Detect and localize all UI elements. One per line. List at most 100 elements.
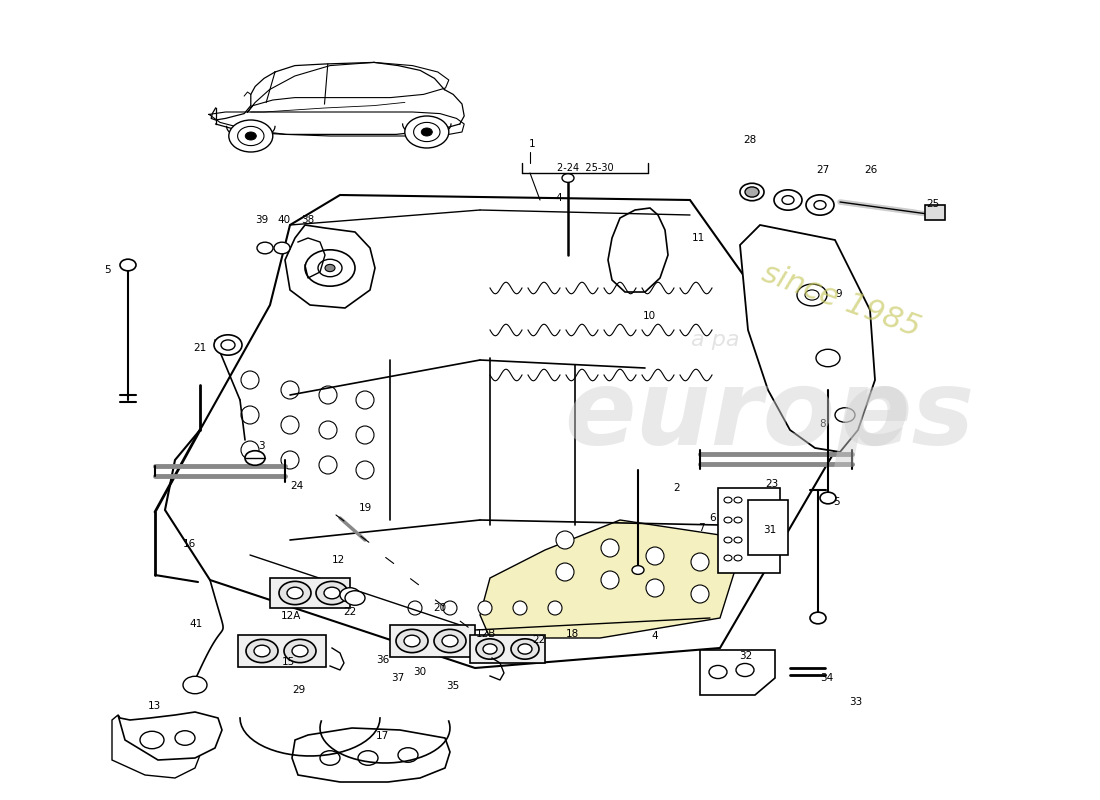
Circle shape [404,635,420,647]
Ellipse shape [319,421,337,439]
Text: es: es [840,365,975,467]
Text: 2-24  25-30: 2-24 25-30 [557,163,614,173]
Bar [748,500,788,555]
Polygon shape [292,728,450,782]
Text: 34: 34 [821,674,834,683]
Polygon shape [700,650,776,695]
Circle shape [214,335,242,355]
Text: 10: 10 [642,311,656,321]
Text: 4: 4 [651,631,658,641]
Text: 20: 20 [433,603,447,613]
Text: 16: 16 [183,539,196,549]
Circle shape [734,537,742,543]
Ellipse shape [548,601,562,615]
Polygon shape [112,715,200,778]
Circle shape [246,639,278,662]
Ellipse shape [691,585,710,603]
Circle shape [724,537,732,543]
Ellipse shape [478,601,492,615]
Circle shape [782,196,794,204]
Bar [270,578,350,608]
Polygon shape [165,195,850,668]
Ellipse shape [356,391,374,409]
Bar [470,635,544,663]
Ellipse shape [556,531,574,549]
Circle shape [740,183,764,201]
Circle shape [724,555,732,561]
Ellipse shape [443,601,456,615]
Text: 12: 12 [332,555,345,565]
Circle shape [518,644,532,654]
Circle shape [414,122,440,142]
Text: 15: 15 [282,658,295,667]
Circle shape [340,588,360,602]
Circle shape [274,242,290,254]
Circle shape [221,340,235,350]
Circle shape [816,350,840,366]
Circle shape [396,630,428,653]
Circle shape [229,120,273,152]
Ellipse shape [356,426,374,444]
Ellipse shape [513,601,527,615]
Ellipse shape [241,441,258,459]
Ellipse shape [280,381,299,399]
Ellipse shape [646,547,664,565]
Polygon shape [118,712,222,760]
Bar [390,625,475,657]
Ellipse shape [280,451,299,469]
Circle shape [745,187,759,197]
Circle shape [421,128,432,136]
Polygon shape [209,112,464,136]
Circle shape [483,644,497,654]
Text: 37: 37 [392,674,405,683]
Text: 41: 41 [189,619,202,629]
Circle shape [254,645,270,657]
Text: 19: 19 [359,503,372,513]
Text: 24: 24 [290,482,304,491]
Circle shape [318,259,342,277]
Polygon shape [480,520,735,638]
Circle shape [358,750,378,766]
Polygon shape [608,208,668,292]
Circle shape [292,645,308,657]
Circle shape [140,731,164,749]
Bar [925,205,945,220]
Text: 32: 32 [739,651,752,661]
Text: 26: 26 [865,166,878,175]
Circle shape [238,126,264,146]
Ellipse shape [601,539,619,557]
Ellipse shape [241,371,258,389]
Ellipse shape [691,553,710,571]
Text: 3: 3 [258,442,265,451]
Circle shape [434,630,466,653]
Text: 23: 23 [766,479,779,489]
Text: 29: 29 [293,686,306,695]
Text: 5: 5 [833,498,839,507]
Text: 35: 35 [447,682,460,691]
Text: 17: 17 [376,731,389,741]
Text: 12B: 12B [476,630,496,639]
Text: 4: 4 [556,194,562,203]
Text: 8: 8 [820,419,826,429]
Circle shape [442,635,458,647]
Text: 18: 18 [565,630,579,639]
Text: 40: 40 [277,215,290,225]
Circle shape [710,666,727,678]
Bar [718,488,780,573]
Circle shape [736,663,754,677]
Circle shape [632,566,644,574]
Ellipse shape [319,456,337,474]
Circle shape [257,242,273,254]
Circle shape [806,195,834,215]
Text: a pa: a pa [691,330,739,350]
Circle shape [287,587,303,599]
Circle shape [175,730,195,746]
Ellipse shape [356,461,374,479]
Circle shape [805,290,820,300]
Ellipse shape [241,406,258,424]
Circle shape [820,492,836,504]
Circle shape [774,190,802,210]
Text: 21: 21 [194,343,207,353]
Text: 6: 6 [710,514,716,523]
Text: 39: 39 [255,215,268,225]
